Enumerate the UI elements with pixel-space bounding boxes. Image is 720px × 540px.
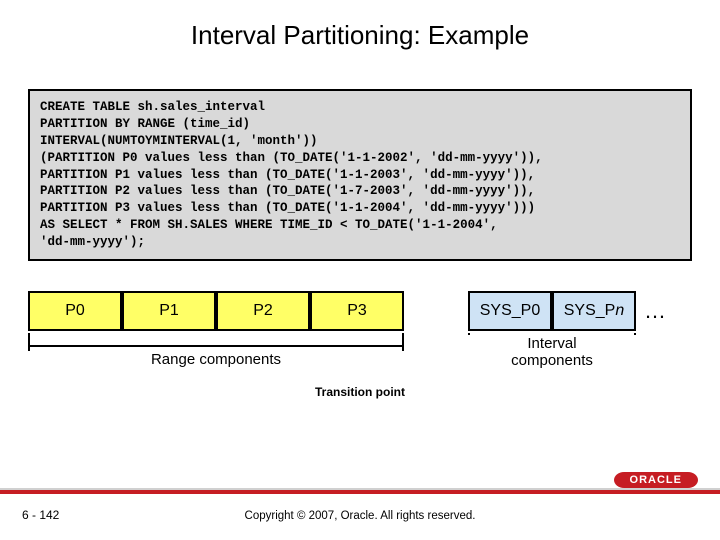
slide-title: Interval Partitioning: Example <box>0 0 720 51</box>
range-label: Range components <box>28 351 404 368</box>
partition-p2: P2 <box>216 291 310 331</box>
transition-label: Transition point <box>28 385 692 399</box>
partition-p3: P3 <box>310 291 404 331</box>
oracle-logo-text: ORACLE <box>614 472 698 488</box>
partition-sys-pn: SYS_Pn <box>552 291 636 331</box>
range-line <box>28 345 404 347</box>
partition-boxes: P0 P1 P2 P3 SYS_P0 SYS_Pn … <box>28 291 692 331</box>
footer-divider <box>0 490 720 494</box>
interval-label: Interval components <box>468 335 636 369</box>
partition-p0: P0 <box>28 291 122 331</box>
partition-sys-p0: SYS_P0 <box>468 291 552 331</box>
sys-suffix: n <box>615 302 624 320</box>
sql-code-block: CREATE TABLE sh.sales_interval PARTITION… <box>28 89 692 261</box>
partition-diagram: P0 P1 P2 P3 SYS_P0 SYS_Pn … Range compon… <box>28 291 692 411</box>
oracle-logo: ORACLE <box>614 470 698 488</box>
ellipsis: … <box>644 298 666 324</box>
partition-p1: P1 <box>122 291 216 331</box>
copyright-text: Copyright © 2007, Oracle. All rights res… <box>0 510 720 522</box>
sys-prefix: SYS_P <box>564 302 616 320</box>
